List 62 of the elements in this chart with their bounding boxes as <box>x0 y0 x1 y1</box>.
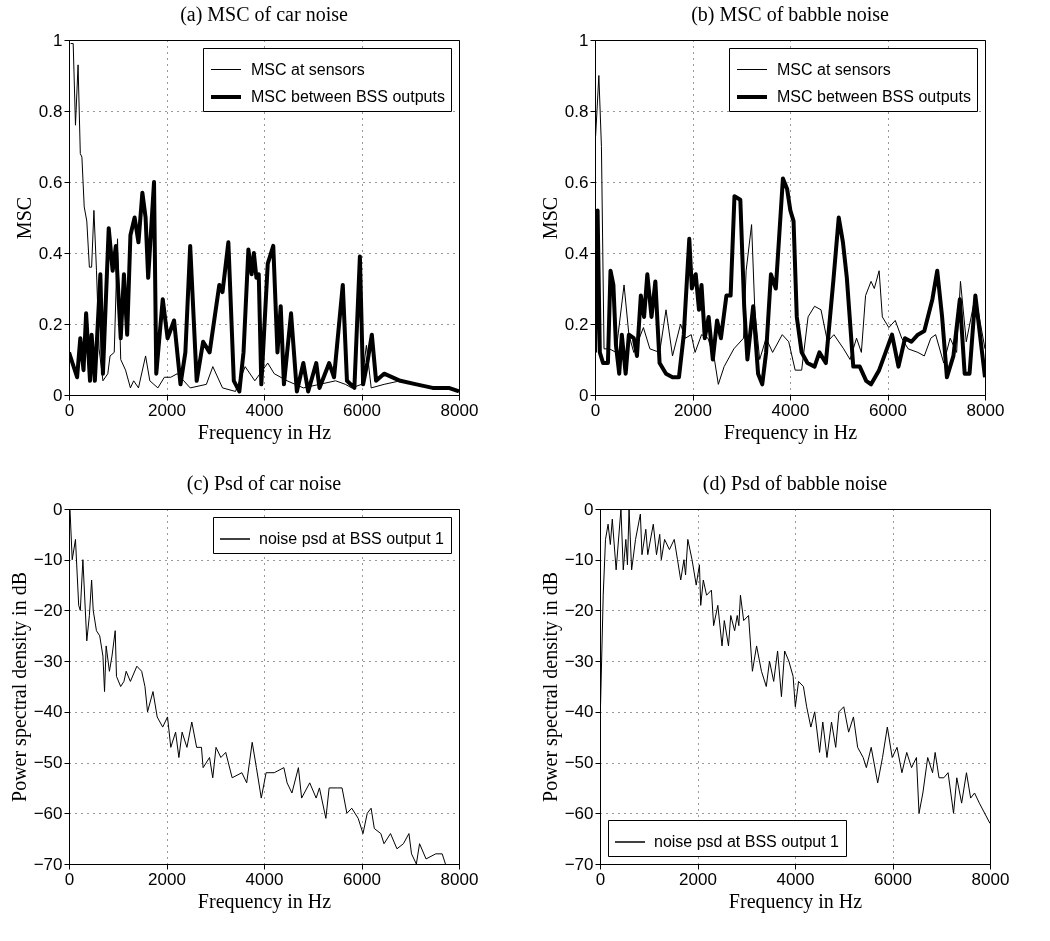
y-tick-label: 0.2 <box>38 314 63 334</box>
x-axis-title: Frequency in Hz <box>197 889 332 913</box>
x-tick-label: 2000 <box>679 869 717 889</box>
y-tick-label: −40 <box>33 702 63 722</box>
y-tick-label: 0 <box>53 385 63 405</box>
legend-label: noise psd at BSS output 1 <box>654 833 840 850</box>
y-tick-label: 0.8 <box>564 101 589 121</box>
y-axis-title: Power spectral density in dB <box>7 572 31 802</box>
y-tick-label: −70 <box>564 854 594 874</box>
chart-title: (b) MSC of babble noise <box>691 3 889 26</box>
y-axis-title: MSC <box>12 196 35 240</box>
y-tick-label: −10 <box>564 550 594 570</box>
y-tick-label: −50 <box>564 753 594 773</box>
y-tick-label: 0.6 <box>564 172 589 192</box>
chart-title: (c) Psd of car noise <box>186 472 342 495</box>
x-tick-label: 8000 <box>440 400 479 420</box>
x-tick-label: 8000 <box>971 869 1010 889</box>
y-tick-label: 0.8 <box>38 101 63 121</box>
y-axis-title: MSC <box>538 196 561 240</box>
legend-label: MSC between BSS outputs <box>251 88 445 105</box>
y-tick-label: 0 <box>579 385 589 405</box>
legend-label: MSC at sensors <box>777 60 891 78</box>
y-tick-label: 1 <box>579 30 589 50</box>
x-tick-label: 2000 <box>674 400 712 420</box>
x-tick-label: 4000 <box>771 400 810 420</box>
y-tick-label: −50 <box>33 753 63 773</box>
y-tick-label: 0.2 <box>564 314 589 334</box>
y-tick-label: −60 <box>33 803 63 823</box>
chart-title: (a) MSC of car noise <box>180 3 348 26</box>
y-tick-label: −60 <box>564 803 594 823</box>
x-axis-title: Frequency in Hz <box>197 420 332 444</box>
x-tick-label: 6000 <box>343 400 381 420</box>
x-tick-label: 8000 <box>440 869 479 889</box>
y-tick-label: 0.4 <box>564 243 589 263</box>
legend-label: noise psd at BSS output 1 <box>259 530 445 547</box>
y-tick-label: −70 <box>33 854 63 874</box>
x-tick-label: 6000 <box>343 869 381 889</box>
legend-label: MSC at sensors <box>251 60 365 78</box>
x-tick-label: 8000 <box>966 400 1005 420</box>
y-tick-label: −10 <box>33 550 63 570</box>
y-tick-label: 1 <box>53 30 63 50</box>
x-axis-title: Frequency in Hz <box>723 420 858 444</box>
y-tick-label: 0 <box>584 499 594 519</box>
y-tick-label: 0 <box>53 499 63 519</box>
y-tick-label: −30 <box>33 651 63 671</box>
y-tick-label: −20 <box>564 600 594 620</box>
x-tick-label: 6000 <box>874 869 912 889</box>
x-tick-label: 2000 <box>148 400 186 420</box>
y-tick-label: 0.4 <box>38 243 63 263</box>
y-tick-label: 0.6 <box>38 172 63 192</box>
x-tick-label: 2000 <box>148 869 186 889</box>
y-axis-title: Power spectral density in dB <box>538 572 562 802</box>
x-tick-label: 4000 <box>776 869 815 889</box>
y-tick-label: −40 <box>564 702 594 722</box>
x-tick-label: 4000 <box>245 869 284 889</box>
x-axis-title: Frequency in Hz <box>728 889 863 913</box>
y-tick-label: −20 <box>33 600 63 620</box>
chart-title: (d) Psd of babble noise <box>702 472 888 495</box>
x-tick-label: 6000 <box>869 400 907 420</box>
x-tick-label: 4000 <box>245 400 284 420</box>
legend-label: MSC between BSS outputs <box>777 88 971 105</box>
y-tick-label: −30 <box>564 651 594 671</box>
